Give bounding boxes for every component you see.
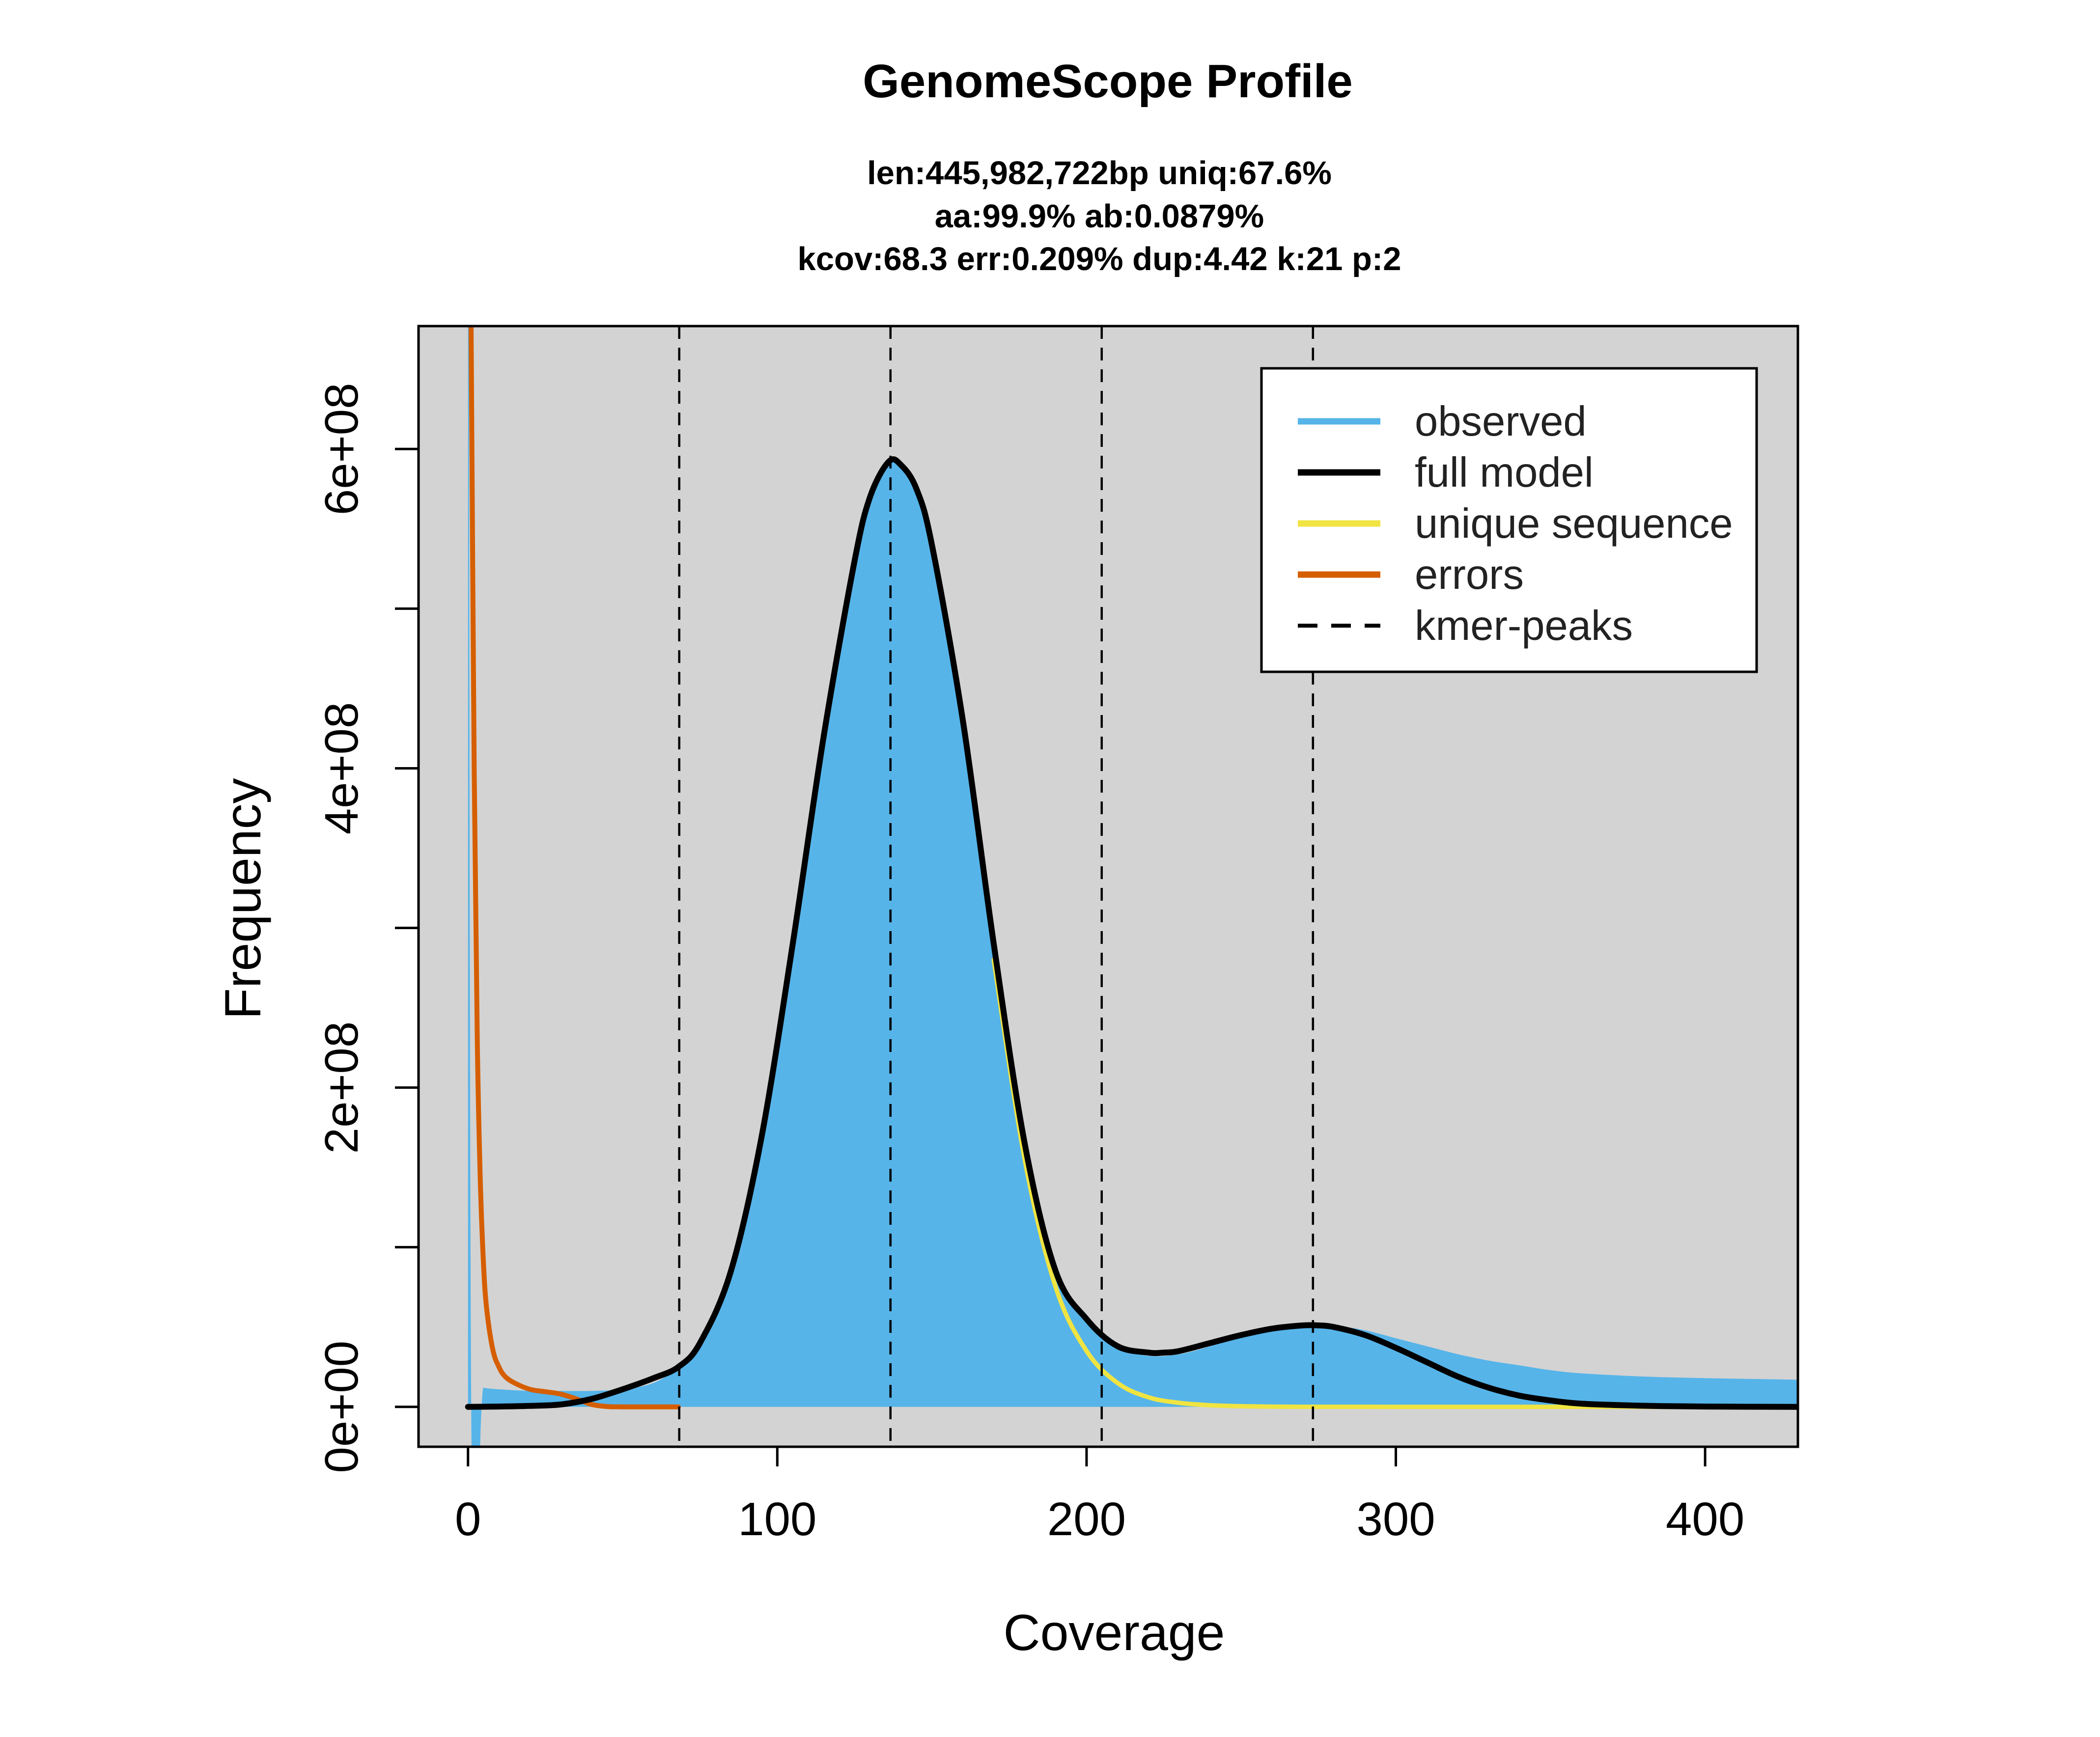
y-axis-label: Frequency [215, 778, 272, 1019]
legend-label-kmer-peaks: kmer-peaks [1415, 603, 1633, 649]
chart-subtitle-line-2: aa:99.9% ab:0.0879% [935, 198, 1264, 235]
y-tick-label-6: 6e+08 [315, 383, 368, 515]
series-unique-sequence-line [991, 958, 1798, 1409]
series-layer [465, 326, 1798, 1447]
x-tick-label-200: 200 [1047, 1493, 1126, 1545]
kmer-peaks-layer [678, 326, 1315, 1447]
series-full-model-line [465, 456, 1798, 1410]
chart-subtitle-line-3: kcov:68.3 err:0.209% dup:4.42 k:21 p:2 [798, 241, 1401, 277]
legend-label-errors: errors [1415, 551, 1524, 598]
x-axis-label: Coverage [1004, 1604, 1225, 1661]
legend-label-observed: observed [1415, 398, 1587, 445]
chart-title: GenomeScope Profile [863, 55, 1353, 108]
y-axis: 0e+00 2e+08 4e+08 6e+08 [315, 383, 420, 1473]
legend-label-full-model: full model [1415, 449, 1594, 496]
x-tick-label-100: 100 [738, 1493, 816, 1545]
chart-subtitle-line-1: len:445,982,722bp uniq:67.6% [867, 155, 1332, 192]
x-tick-label-300: 300 [1356, 1493, 1435, 1545]
series-errors-line [469, 326, 681, 1409]
x-tick-label-0: 0 [455, 1493, 481, 1545]
y-tick-label-4: 4e+08 [315, 702, 368, 835]
legend-label-unique-sequence: unique sequence [1415, 500, 1733, 547]
x-tick-label-400: 400 [1666, 1493, 1744, 1545]
series-observed-area [468, 326, 1798, 1447]
x-axis: 0 100 200 300 400 [455, 1445, 1744, 1545]
y-tick-label-2: 2e+08 [315, 1021, 368, 1154]
y-tick-label-0: 0e+00 [315, 1341, 368, 1473]
